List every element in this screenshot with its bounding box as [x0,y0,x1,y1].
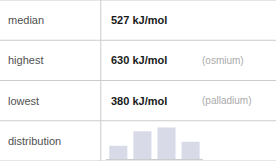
svg-text:median: median [8,14,44,26]
svg-text:630 kJ/mol: 630 kJ/mol [111,54,167,66]
svg-text:(palladium): (palladium) [202,95,251,106]
svg-text:527 kJ/mol: 527 kJ/mol [111,14,167,26]
svg-text:380 kJ/mol: 380 kJ/mol [111,95,167,107]
svg-text:distribution: distribution [8,135,61,147]
svg-text:highest: highest [8,54,43,66]
svg-text:(osmium): (osmium) [202,55,244,66]
svg-text:lowest: lowest [8,95,39,107]
